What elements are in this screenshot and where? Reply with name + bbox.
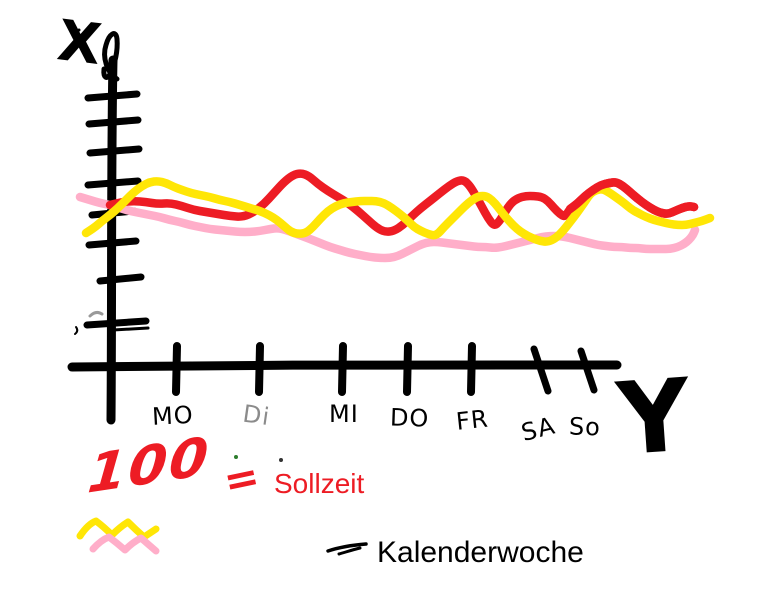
x-axis-tick [530,345,552,395]
stray-mark [279,458,283,462]
data-lines [75,169,715,263]
legend-red-label: Sollzeit [274,468,365,499]
x-tick-label-di: Di [241,400,272,432]
x-tick-label-sa: SA [518,411,558,446]
x-axis-tick [403,342,412,396]
y-axis-tick [85,237,140,249]
stray-mark [88,310,104,318]
y-axis-tick [84,177,142,189]
axes [67,31,622,425]
red-line-right-segment [565,178,699,218]
y-axis-tick [84,90,141,102]
yellow-line [81,177,715,246]
y-axis-tick [96,273,145,285]
stray-mark [77,28,81,32]
x-axis-tick [577,347,598,394]
yellow-line-legend-squiggle [76,517,160,541]
stray-mark [234,455,238,459]
legend-arrow-label: Kalenderwoche [377,536,584,569]
y-axis-tick [85,116,142,128]
x-tick-label-do: DO [389,403,429,432]
y-axis-tick [86,145,143,157]
y-axis-label-x: X [54,8,105,78]
x-tick-label-fr: FR [455,405,490,436]
x-tick-labels: MO Di MI DO FR SA So [151,400,601,447]
x-tick-label-mi: MI [329,400,359,428]
x-axis-tick [467,342,476,396]
y-axis-arrowhead-scribble [101,31,120,82]
x-axis-tick [255,342,264,396]
y-axis-tick [111,326,150,332]
y-axis-tick [83,317,150,329]
x-tick-label-so: So [568,412,601,441]
x-axis-tick [338,342,347,396]
right-arrow-icon [337,546,362,556]
x-tick-label-mo: MO [151,401,194,431]
x-axis [67,360,622,372]
pink-line-legend-squiggle [89,533,160,555]
x-axis-label-y: Y [613,356,696,478]
pink-line [75,192,700,263]
right-arrow-icon [326,542,368,553]
x-axis-tick [172,342,181,396]
legend-icons [74,28,368,556]
stray-mark [74,326,79,335]
